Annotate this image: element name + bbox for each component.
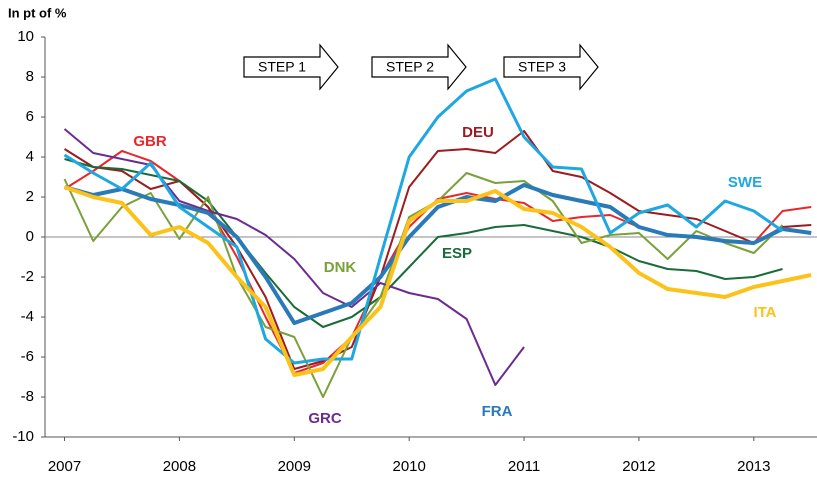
series-label: FRA	[482, 403, 513, 420]
y-tick-label: 2	[26, 188, 34, 205]
series-line	[63, 185, 812, 377]
x-tick-label: 2009	[278, 458, 311, 475]
y-tick-label: 8	[26, 68, 34, 85]
y-tick-label: 4	[26, 148, 34, 165]
y-axis-label: In pt of %	[8, 5, 67, 20]
y-tick-label: 6	[26, 108, 34, 125]
series-label: DNK	[324, 259, 357, 276]
series-line	[63, 150, 812, 374]
series-label: ITA	[753, 304, 776, 321]
x-tick-label: 2011	[508, 458, 540, 475]
x-tick-label: 2010	[392, 458, 425, 475]
series-label: GRC	[308, 410, 342, 427]
series-line	[63, 77, 784, 365]
step-arrow	[503, 43, 599, 91]
x-tick-label: 2012	[622, 458, 655, 475]
step-label: STEP 3	[518, 59, 566, 75]
step-arrows	[243, 43, 599, 91]
y-tick-label: 10	[17, 28, 34, 45]
y-tick-label: -6	[21, 348, 34, 365]
step-label: STEP 2	[386, 59, 434, 75]
series-label: DEU	[462, 124, 494, 141]
y-tick-label: -10	[12, 428, 34, 445]
series-label: SWE	[728, 174, 762, 191]
series-line	[63, 183, 812, 325]
step-arrow	[371, 43, 467, 91]
series-line	[63, 128, 525, 386]
series-label: ESP	[442, 245, 472, 262]
x-tick-label: 2007	[48, 458, 81, 475]
y-tick-label: -8	[21, 388, 34, 405]
y-tick-label: -2	[21, 268, 34, 285]
series-line	[64, 158, 783, 328]
y-tick-label: -4	[21, 308, 34, 325]
series-label: GBR	[133, 133, 167, 150]
x-tick-label: 2008	[163, 458, 196, 475]
step-label: STEP 1	[258, 59, 306, 75]
step-arrow	[243, 43, 339, 91]
series-line	[63, 130, 812, 370]
x-tick-label: 2013	[737, 458, 770, 475]
series-line	[63, 172, 784, 398]
y-tick-label: 0	[26, 228, 34, 245]
